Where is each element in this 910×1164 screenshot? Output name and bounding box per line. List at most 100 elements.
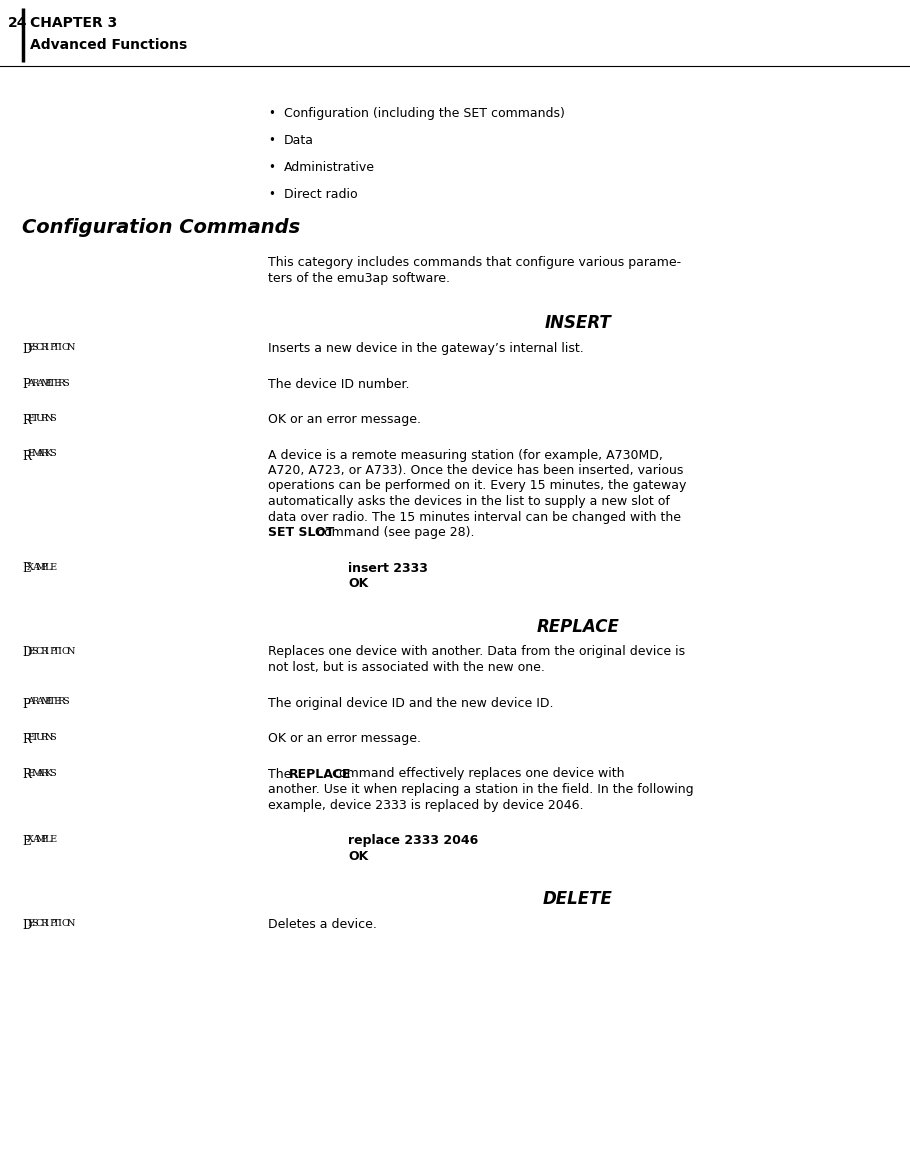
Text: Deletes a device.: Deletes a device. [268,918,377,931]
Text: M: M [32,768,42,778]
Text: E: E [49,562,56,572]
Text: M: M [36,562,46,572]
Text: O: O [62,343,70,352]
Text: T: T [54,920,60,928]
Text: R: R [40,733,47,741]
Text: Configuration Commands: Configuration Commands [22,218,300,237]
Text: M: M [40,697,50,707]
Text: E: E [22,835,31,849]
Text: I: I [57,646,62,655]
Text: I: I [45,920,48,928]
Text: E: E [27,768,35,778]
Text: A: A [27,697,35,707]
Text: The: The [268,767,296,781]
Text: C: C [36,646,44,655]
Text: E: E [27,646,35,655]
Text: OK or an error message.: OK or an error message. [268,413,421,426]
Text: E: E [27,414,35,423]
Text: T: T [54,646,60,655]
Text: E: E [45,378,52,388]
Text: S: S [49,733,56,741]
Text: S: S [49,768,56,778]
Text: S: S [49,449,56,459]
Text: •: • [268,107,275,120]
Text: N: N [66,343,75,352]
Text: A: A [32,835,38,844]
Text: T: T [54,343,60,352]
Text: ters of the emu3ap software.: ters of the emu3ap software. [268,272,450,285]
Text: M: M [40,378,50,388]
Text: I: I [57,343,62,352]
Text: This category includes commands that configure various parame-: This category includes commands that con… [268,256,681,269]
Text: Replaces one device with another. Data from the original device is: Replaces one device with another. Data f… [268,646,685,659]
Text: E: E [49,835,56,844]
Text: P: P [49,343,56,352]
Text: R: R [40,768,47,778]
Text: Configuration (including the SET commands): Configuration (including the SET command… [284,107,565,120]
Text: U: U [36,733,45,741]
Text: N: N [45,733,53,741]
Text: E: E [54,697,60,707]
Text: X: X [27,562,35,572]
Text: command (see page 28).: command (see page 28). [313,526,474,539]
Text: R: R [22,733,31,746]
Text: P: P [22,378,30,391]
Text: A720, A723, or A733). Once the device has been inserted, various: A720, A723, or A733). Once the device ha… [268,464,683,477]
Text: U: U [36,414,45,423]
Text: M: M [36,835,46,844]
Text: R: R [22,768,31,781]
Text: E: E [27,449,35,459]
Text: L: L [45,835,51,844]
Text: insert 2333: insert 2333 [348,561,428,575]
Text: A device is a remote measuring station (for example, A730MD,: A device is a remote measuring station (… [268,448,662,461]
Text: A: A [36,378,43,388]
Text: R: R [32,378,39,388]
Text: P: P [49,646,56,655]
Text: replace 2333 2046: replace 2333 2046 [348,833,479,847]
Text: S: S [62,378,69,388]
Text: K: K [45,449,52,459]
Text: R: R [57,697,65,707]
Text: R: R [40,646,47,655]
Text: C: C [36,343,44,352]
Text: Advanced Functions: Advanced Functions [30,38,187,52]
Text: 24: 24 [8,16,27,30]
Text: M: M [32,449,42,459]
Text: operations can be performed on it. Every 15 minutes, the gateway: operations can be performed on it. Every… [268,480,686,492]
Text: D: D [22,343,31,356]
Text: I: I [45,646,48,655]
Text: O: O [62,920,70,928]
Text: Direct radio: Direct radio [284,189,358,201]
Text: R: R [40,449,47,459]
Text: REPLACE: REPLACE [537,617,620,636]
Text: automatically asks the devices in the list to supply a new slot of: automatically asks the devices in the li… [268,495,670,508]
Text: L: L [45,562,51,572]
Text: CHAPTER 3: CHAPTER 3 [30,16,117,30]
Text: INSERT: INSERT [544,314,612,332]
Text: A: A [36,697,43,707]
Text: Administrative: Administrative [284,161,375,173]
Text: A: A [32,562,38,572]
Text: OK or an error message.: OK or an error message. [268,732,421,745]
Text: E: E [54,378,60,388]
Text: R: R [22,414,31,427]
Text: Inserts a new device in the gateway’s internal list.: Inserts a new device in the gateway’s in… [268,342,583,355]
Text: X: X [27,835,35,844]
Text: S: S [62,697,69,707]
Text: R: R [32,697,39,707]
Text: another. Use it when replacing a station in the field. In the following: another. Use it when replacing a station… [268,783,693,796]
Text: The original device ID and the new device ID.: The original device ID and the new devic… [268,696,553,710]
Text: SET SLOT: SET SLOT [268,526,334,539]
Text: K: K [45,768,52,778]
Text: T: T [49,378,56,388]
Text: R: R [22,449,31,462]
Text: Data: Data [284,134,314,147]
Text: S: S [32,920,38,928]
Text: E: E [27,733,35,741]
Text: T: T [32,414,38,423]
Text: R: R [40,343,47,352]
Text: N: N [66,920,75,928]
Text: D: D [22,920,31,932]
Text: •: • [268,134,275,147]
Text: P: P [49,920,56,928]
